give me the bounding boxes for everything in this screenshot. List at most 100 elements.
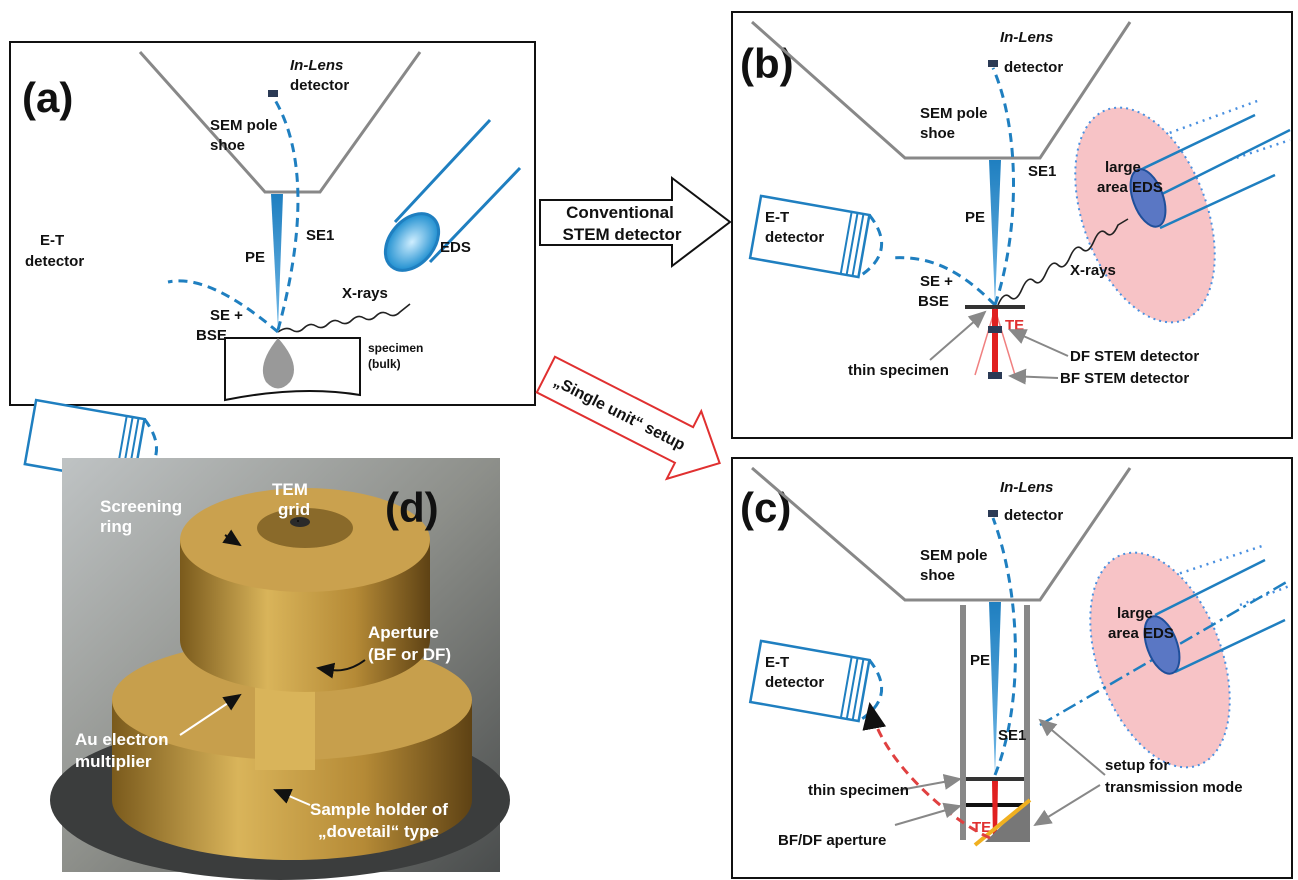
text: Au electron (75, 730, 169, 749)
text: detector (1004, 507, 1063, 524)
text: SEM pole (210, 117, 278, 134)
se-path (862, 702, 991, 840)
thin-specimen (965, 305, 1025, 309)
text: BF/DF aperture (778, 832, 886, 849)
text: area EDS (1097, 179, 1163, 196)
pointer (1033, 784, 1101, 827)
interaction-volume (262, 338, 294, 389)
pole-shoe (138, 51, 422, 194)
se1-path (273, 99, 300, 331)
text: In-Lens (1000, 479, 1053, 496)
text: PE (965, 209, 985, 226)
te-cone (974, 308, 1016, 376)
text: E-T (765, 209, 789, 226)
primary-beam (989, 160, 1001, 305)
grid-recess (257, 508, 353, 548)
text: thin specimen (808, 782, 909, 799)
text: detector (25, 253, 84, 270)
x-ray-path (997, 218, 1129, 306)
text: Screening (100, 497, 182, 516)
large-eds (1074, 98, 1291, 324)
panel-c: (c) In-Lens detector SEM pole shoe large… (731, 457, 1293, 879)
pointer (179, 693, 242, 736)
text: BF STEM detector (1060, 370, 1189, 387)
text: E-T (765, 654, 789, 671)
in-lens-detector (988, 510, 998, 517)
text: X-rays (1070, 262, 1116, 279)
in-lens-detector (988, 60, 998, 67)
text: (bulk) (368, 357, 401, 371)
se-bse-path (889, 256, 997, 307)
tube-wall (960, 605, 966, 840)
text: TE (972, 819, 991, 836)
text: SE1 (306, 227, 334, 244)
panel-d: (d) Screening ring TEM grid Aperture (BF… (50, 458, 510, 880)
panel-label: (d) (385, 484, 439, 531)
pointer (1008, 329, 1069, 357)
pole-shoe (751, 466, 1132, 602)
text: detector (290, 77, 349, 94)
text: setup for (1105, 757, 1169, 774)
text: Conventional (566, 203, 674, 222)
text: multiplier (75, 752, 152, 771)
text: ring (100, 517, 132, 536)
te-beam (992, 309, 998, 375)
primary-beam (271, 194, 283, 330)
text: In-Lens (1000, 29, 1053, 46)
primary-beam (989, 602, 1001, 775)
text: detector (765, 674, 824, 691)
tem-grid (290, 517, 310, 527)
single-unit-arrow: „Single unit“ setup (535, 355, 721, 481)
text: SEM pole (920, 105, 988, 122)
text: X-rays (342, 285, 388, 302)
panel-label: (b) (740, 40, 794, 87)
bf-detector (988, 372, 1002, 379)
text: EDS (440, 239, 471, 256)
pointer (894, 802, 962, 826)
text: detector (1004, 59, 1063, 76)
text: large (1105, 159, 1141, 176)
text: (BF or DF) (368, 645, 451, 664)
text: SE1 (998, 727, 1026, 744)
text: thin specimen (848, 362, 949, 379)
eds-detector (383, 118, 522, 272)
text: BSE (918, 293, 949, 310)
text: Aperture (368, 623, 439, 642)
pointer (1038, 718, 1106, 776)
text: SE + (210, 307, 243, 324)
text: In-Lens (290, 57, 343, 74)
x-ray-path (277, 303, 411, 333)
text: shoe (920, 125, 955, 142)
pointer (1008, 368, 1059, 385)
text: area EDS (1108, 625, 1174, 642)
in-lens-detector (268, 90, 278, 97)
text: STEM detector (562, 225, 681, 244)
conventional-arrow: Conventional STEM detector (539, 175, 732, 269)
pointer (929, 310, 987, 361)
et-detector (748, 194, 884, 279)
text: TEM (272, 480, 308, 499)
text: SEM pole (920, 547, 988, 564)
text: specimen (368, 341, 423, 355)
pointer (222, 529, 242, 547)
large-eds (1039, 543, 1293, 769)
text: SE + (920, 273, 953, 290)
text: detector (765, 229, 824, 246)
pointer (273, 788, 311, 806)
se1-path (991, 517, 1017, 776)
text: „dovetail“ type (318, 822, 439, 841)
text: transmission mode (1105, 779, 1243, 796)
pointer (316, 659, 366, 679)
thin-specimen (966, 777, 1024, 781)
text: Sample holder of (310, 800, 448, 819)
panel-b: (b) In-Lens detector SEM pole shoe large… (731, 11, 1293, 439)
text: E-T (40, 232, 64, 249)
se1-path (991, 67, 1015, 306)
se-bse-path (167, 279, 279, 334)
panel-label: (a) (22, 74, 73, 121)
text: shoe (210, 137, 245, 154)
df-detector (988, 326, 1002, 333)
pointer (899, 774, 962, 791)
text: large (1117, 605, 1153, 622)
